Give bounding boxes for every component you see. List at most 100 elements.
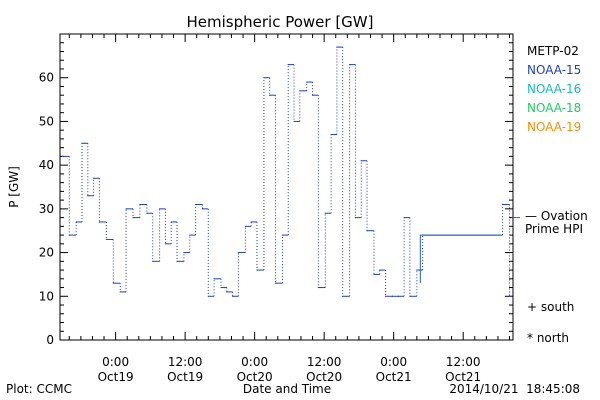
y-tick-label: 0 [46,333,54,347]
noaa15-point [354,217,357,219]
x-tick-date-label: Oct21 [376,370,412,384]
x-tick-time-label: 0:00 [241,355,268,369]
noaa15-point [287,64,289,66]
noaa15-point [501,203,504,206]
noaa15-point [237,251,240,254]
noaa15-point [324,212,326,214]
noaa15-point [256,269,258,271]
noaa15-point [293,120,295,123]
noaa15-point [92,177,95,179]
noaa15-point [317,286,319,289]
plot-frame [59,33,514,341]
x-tick-time-label: 0:00 [380,355,407,369]
noaa15-point [409,295,411,297]
noaa15-point [68,234,70,236]
x-tick-date-label: Oct19 [98,370,134,384]
y-tick-label: 10 [39,289,54,303]
noaa15-point [342,295,344,297]
noaa15-point [105,238,107,241]
ovation-label-line1: — Ovation [525,209,588,223]
noaa15-point [220,286,222,289]
noaa15-point [330,133,332,136]
noaa15-point [508,295,511,297]
noaa15-point [403,217,405,219]
noaa15-point [397,295,399,297]
ovation-hpi-line [419,234,501,284]
x-tick-date-label: Oct21 [445,370,481,384]
noaa15-point [244,225,246,227]
noaa15-point [146,212,148,214]
legend-entry: NOAA-18 [527,101,581,115]
chart-title: Hemispheric Power [GW] [187,13,374,31]
noaa15-point [119,291,121,293]
noaa15-point [176,260,178,262]
north-marker-label: * north [527,331,569,345]
noaa15-point [132,217,134,219]
noaa15-point [164,243,167,245]
noaa15-point [311,94,314,96]
x-tick-time-label: 12:00 [307,355,342,369]
x-tick-date-label: Oct20 [306,370,342,384]
noaa15-point [189,234,191,236]
plot-timestamp: 2014/10/21 18:45:08 [449,382,580,396]
x-axis-label: Date and Time [243,382,331,396]
noaa15-point [391,295,394,297]
noaa15-point [112,282,114,284]
y-tick-label: 60 [39,71,54,85]
noaa15-point [81,142,83,144]
noaa15-point [250,221,252,223]
y-tick-label: 50 [39,114,54,128]
noaa15-point [98,221,100,223]
noaa15-point [306,81,308,83]
x-tick-date-label: Oct20 [237,370,273,384]
noaa15-point [269,94,271,96]
noaa15-point [349,64,351,66]
legend: METP-02 NOAA-15 NOAA-16 NOAA-18 NOAA-19 [527,44,581,134]
x-tick-date-label: Oct19 [167,370,203,384]
ovation-label-line2: Prime HPI [525,222,583,236]
noaa15-point [139,203,141,206]
noaa15-point [213,278,215,280]
noaa15-point [75,221,77,223]
y-axis-label: P [GW] [7,166,21,208]
noaa15-point [416,269,418,271]
y-tick-label: 30 [39,202,54,216]
noaa15-point [232,295,234,297]
noaa15-point [61,155,63,157]
y-axis-ticks: 0 10 20 30 40 50 60 [39,33,513,347]
noaa15-point [281,234,284,236]
noaa15-point [384,295,387,297]
x-axis-ticks: 0:00Oct1912:00Oct190:00Oct2012:00Oct200:… [68,34,511,384]
south-marker-label: + south [527,300,574,314]
y-tick-label: 20 [39,246,54,260]
noaa15-point [274,282,277,284]
legend-entry: METP-02 [527,44,579,58]
noaa15-point [87,195,89,197]
noaa15-point [379,269,381,271]
legend-entry: NOAA-19 [527,120,581,134]
x-tick-time-label: 12:00 [446,355,481,369]
y-tick-label: 40 [39,158,54,172]
x-tick-time-label: 0:00 [102,355,129,369]
noaa15-point [152,260,154,262]
noaa15-point [194,203,197,206]
noaa15-point [373,273,375,276]
noaa15-point [360,160,362,162]
legend-entry: NOAA-16 [527,82,581,96]
plot-credit: Plot: CCMC [6,382,72,396]
noaa15-point [366,230,368,232]
noaa15-point [170,221,172,223]
noaa15-point [201,208,204,210]
noaa15-point [159,208,161,210]
noaa15-point [226,291,228,293]
legend-entry: NOAA-15 [527,63,581,77]
noaa15-point [336,46,338,48]
noaa15-point [125,208,127,210]
noaa15-point [183,251,185,254]
noaa15-point [207,295,209,297]
x-tick-time-label: 12:00 [168,355,203,369]
series-layer [61,46,513,297]
noaa15-point [263,77,265,79]
noaa15-point [299,90,301,92]
